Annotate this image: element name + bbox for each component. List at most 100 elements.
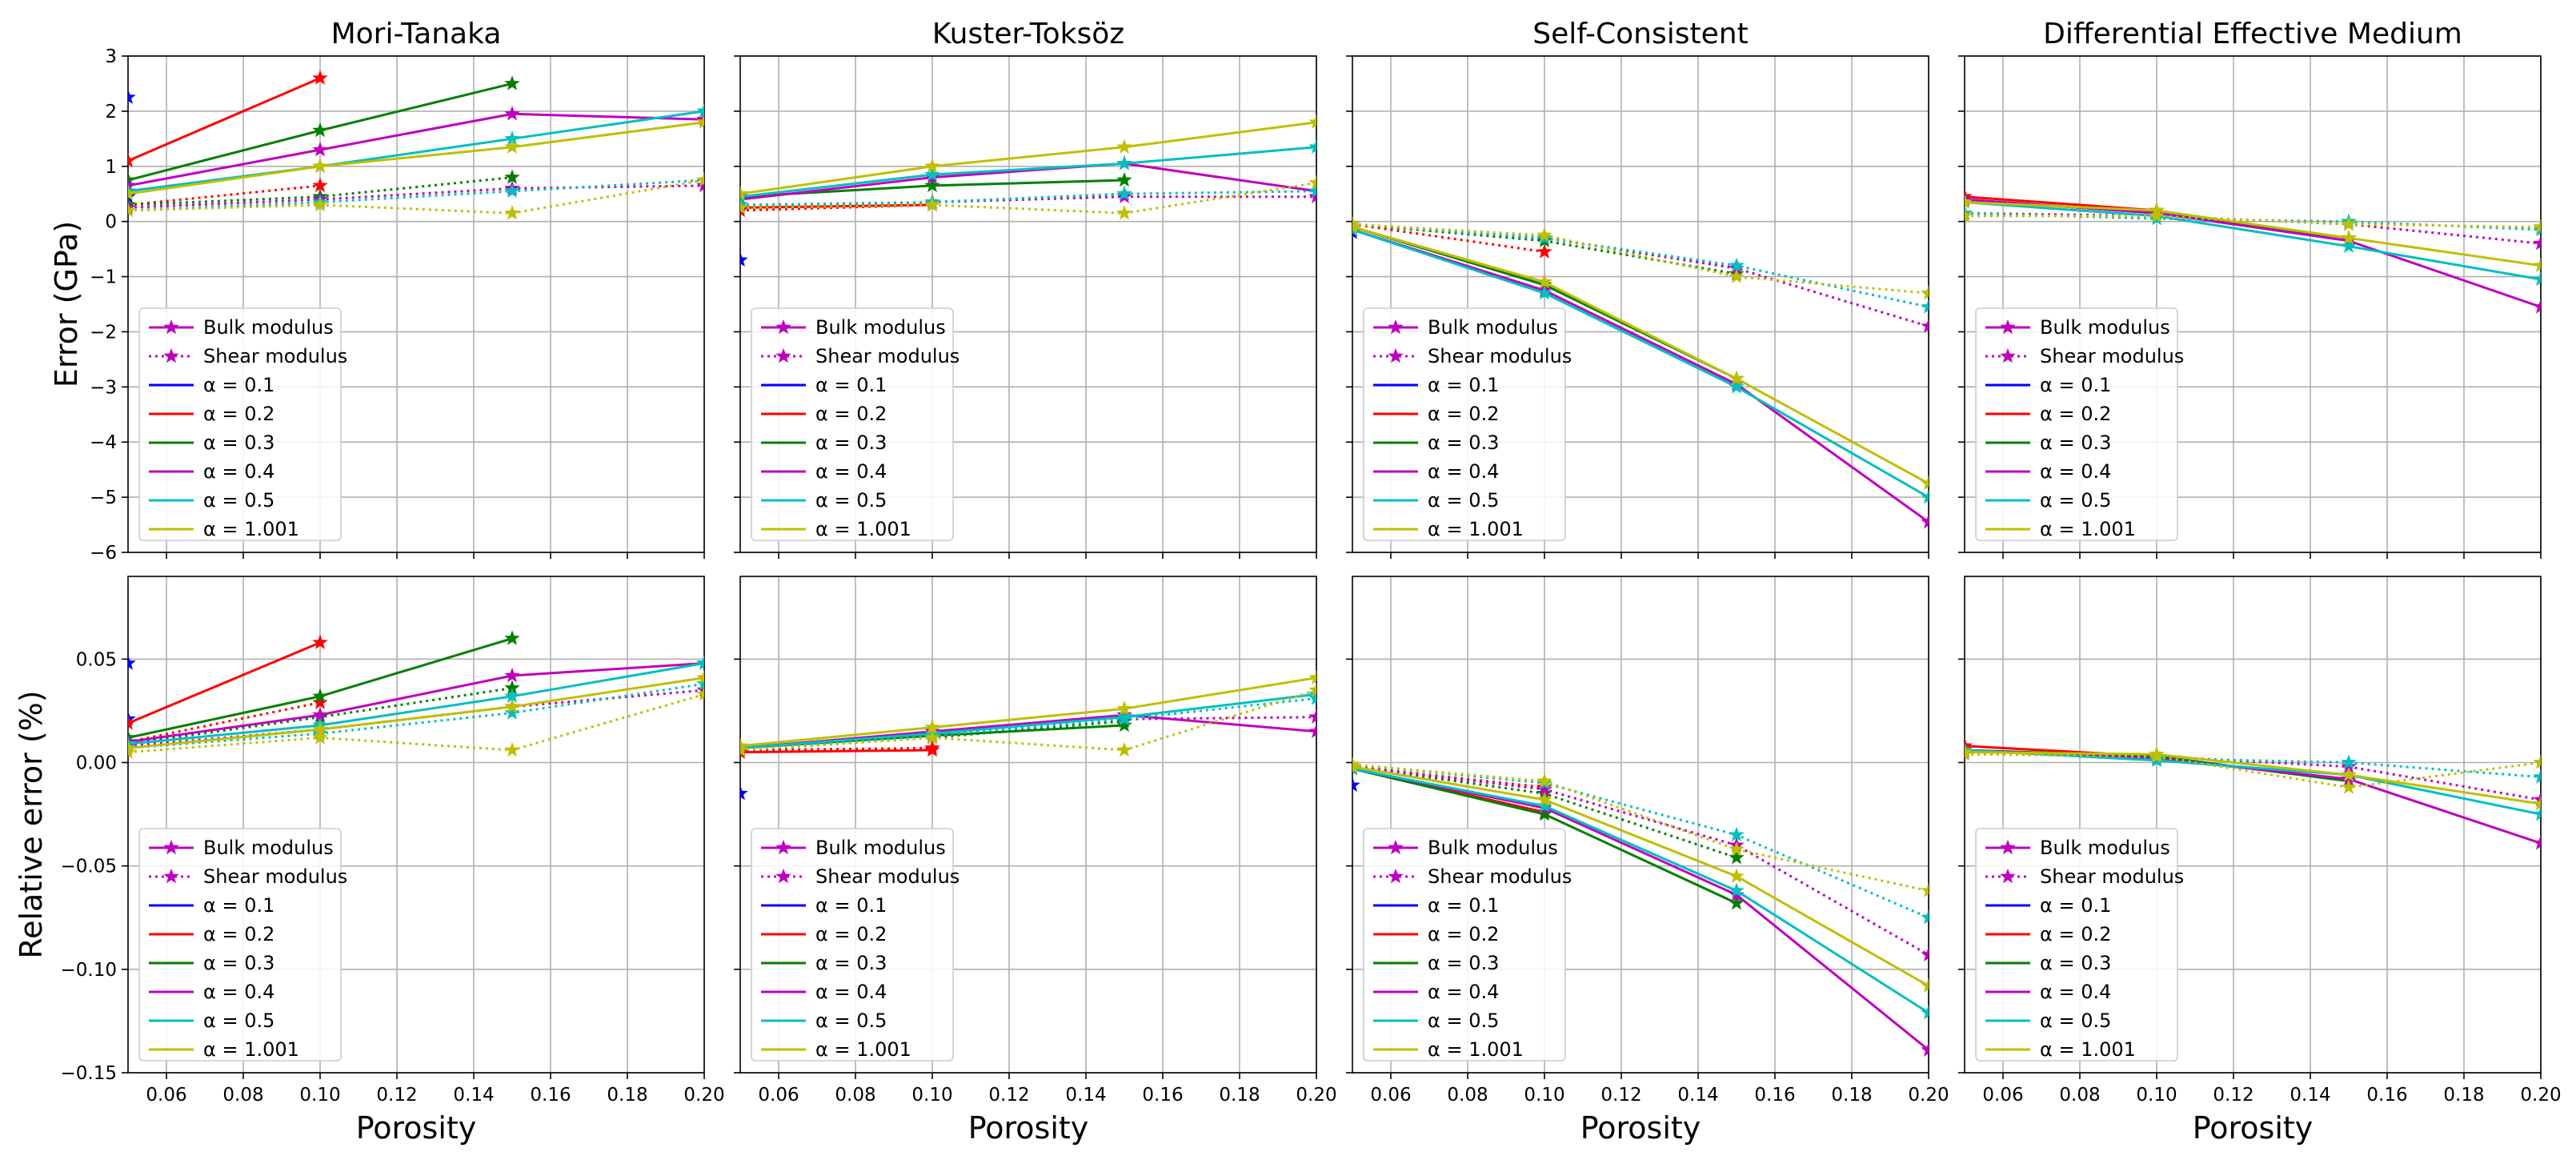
shear-alpha-1_001-line: [128, 179, 704, 215]
legend-label: α = 0.1: [815, 374, 887, 396]
bulk-alpha-0_1-marker: [1352, 777, 1360, 793]
shear-alpha-1_001-line: [1965, 215, 2541, 229]
legend-label: α = 0.3: [815, 952, 887, 974]
shear-alpha-1_001-marker: [1965, 746, 1973, 761]
x-tick-label: 0.20: [683, 1085, 724, 1106]
bulk-alpha-0_4-marker: [504, 106, 520, 121]
bulk-alpha-0_3-marker: [504, 75, 520, 90]
legend-swatch-marker: [775, 839, 791, 855]
bulk-alpha-1_001-marker: [1308, 114, 1316, 129]
shear-alpha-1_001-marker: [1921, 285, 1929, 300]
legend-swatch-marker: [775, 347, 791, 363]
legend-swatch-marker: [1388, 839, 1404, 855]
shear-alpha-0_3-marker: [1729, 849, 1745, 865]
bulk-alpha-1_001-marker: [2533, 257, 2541, 273]
legend-label: α = 0.4: [2040, 981, 2111, 1003]
shear-alpha-0_2-line: [740, 746, 933, 752]
bulk-alpha-0_4-line: [128, 112, 704, 187]
bulk-alpha-0_4-marker: [2533, 299, 2541, 314]
panel-frame: [1964, 576, 2542, 1074]
panel-title: Self-Consistent: [1532, 18, 1748, 50]
legend-label: α = 1.001: [1428, 518, 1524, 540]
panel-title: Differential Effective Medium: [2043, 18, 2462, 50]
legend-label: α = 0.4: [1428, 981, 1499, 1003]
y-tick-label: −0.10: [61, 960, 117, 981]
shear-alpha-0_5-marker: [1921, 909, 1929, 925]
shear-alpha-0_5-marker: [1308, 183, 1316, 199]
shear-alpha-0_5-marker: [2533, 769, 2541, 784]
x-tick-label: 0.20: [1296, 1085, 1336, 1106]
legend-swatch-marker: [2000, 319, 2016, 335]
shear-alpha-1_001-marker: [1308, 681, 1316, 697]
shear-alpha-1_001-marker: [1965, 207, 1973, 223]
bulk-alpha-0_2-marker: [128, 152, 136, 168]
bulk-alpha-0_5-marker: [1536, 285, 1552, 300]
y-axis-label: Relative error (%): [14, 690, 49, 958]
x-tick-label: 0.10: [2136, 1085, 2177, 1106]
panel-0-0: 3 2 1 0 −1 −2 −3 −4 −5 −6 Mori-Tanaka Error (GPa) Bu…: [49, 18, 705, 564]
legend-label: Bulk modulus: [2040, 316, 2170, 339]
bulk-alpha-0_5-line: [128, 662, 704, 745]
panel-0-3: Differential Effective Medium Bulk modulu…: [1958, 18, 2542, 559]
bulk-alpha-0_5-line: [740, 146, 1316, 199]
bulk-alpha-1_001-marker: [2533, 796, 2541, 811]
shear-alpha-1_001-marker: [924, 196, 940, 212]
panel-title: Mori-Tanaka: [331, 18, 502, 50]
shear-alpha-1_001-marker: [2341, 215, 2357, 231]
shear-alpha-0_5-marker: [1116, 186, 1132, 201]
shear-alpha-1_001-marker: [1352, 215, 1360, 231]
bulk-alpha-1_001-marker: [1921, 977, 1929, 993]
bulk-alpha-1_001-marker: [1116, 138, 1132, 154]
bulk-alpha-0_5-marker: [1729, 882, 1745, 897]
legend-label: α = 0.2: [203, 923, 274, 945]
legend-frame: [138, 307, 342, 541]
legend-frame: [1363, 828, 1566, 1062]
bulk-alpha-0_4-marker: [1921, 513, 1929, 529]
bulk-alpha-0_4-marker: [312, 141, 328, 157]
bulk-alpha-0_5-marker: [2341, 238, 2357, 253]
shear-alpha-0_5-marker: [504, 704, 520, 720]
x-tick-label: 0.16: [530, 1085, 571, 1106]
x-tick-label: 0.10: [299, 1085, 340, 1106]
legend-label: α = 0.5: [1428, 489, 1499, 512]
legend-label: α = 0.1: [2040, 374, 2111, 396]
shear-alpha-1_001-marker: [1729, 841, 1745, 857]
bulk-alpha-0_5-marker: [1536, 797, 1552, 813]
legend: Bulk modulus Shear modulus α = 0.1 α = 0.2 α…: [138, 828, 347, 1062]
bulk-alpha-1_001-marker: [1729, 868, 1745, 883]
panel-frame: [739, 576, 1317, 1074]
shear-alpha-1_001-marker: [1116, 205, 1132, 220]
legend-label: α = 0.1: [1428, 894, 1499, 917]
bulk-alpha-1_001-marker: [1116, 700, 1132, 716]
legend-label: α = 0.5: [815, 489, 887, 512]
y-tick-label: −1: [90, 267, 117, 288]
bulk-alpha-0_3-marker: [1116, 171, 1132, 187]
legend-label: α = 0.4: [2040, 460, 2111, 483]
legend: Bulk modulus Shear modulus α = 0.1 α = 0.2 α…: [1363, 828, 1572, 1062]
x-axis-label: Porosity: [356, 1110, 477, 1146]
shear-alpha-1_001-line: [740, 181, 1316, 215]
legend-label: α = 0.4: [203, 460, 274, 483]
x-tick-label: 0.06: [758, 1085, 799, 1106]
shear-alpha-1_001-line: [1965, 753, 2541, 789]
bulk-alpha-0_5-marker: [924, 166, 940, 182]
shear-alpha-1_001-line: [1352, 763, 1929, 893]
bulk-alpha-0_3-marker: [924, 177, 940, 193]
legend-label: Bulk modulus: [2040, 837, 2170, 859]
bulk-alpha-0_5-marker: [1729, 379, 1745, 394]
legend-label: α = 0.3: [2040, 431, 2111, 454]
x-tick-label: 0.12: [1600, 1085, 1641, 1106]
shear-alpha-0_5-marker: [2341, 754, 2357, 769]
shear-alpha-0_4-line: [1352, 765, 1929, 957]
x-tick-label: 0.06: [1982, 1085, 2023, 1106]
legend-label: α = 0.3: [815, 431, 887, 454]
legend-label: α = 0.1: [815, 894, 887, 917]
bulk-alpha-1_001-marker: [2341, 766, 2357, 782]
legend-label: Shear modulus: [815, 345, 959, 367]
shear-alpha-0_5-marker: [1308, 690, 1316, 705]
shear-alpha-1_001-marker: [2533, 219, 2541, 234]
legend-label: α = 0.2: [815, 403, 887, 425]
legend-swatch-marker: [163, 839, 179, 855]
legend-swatch-marker: [2000, 347, 2016, 363]
